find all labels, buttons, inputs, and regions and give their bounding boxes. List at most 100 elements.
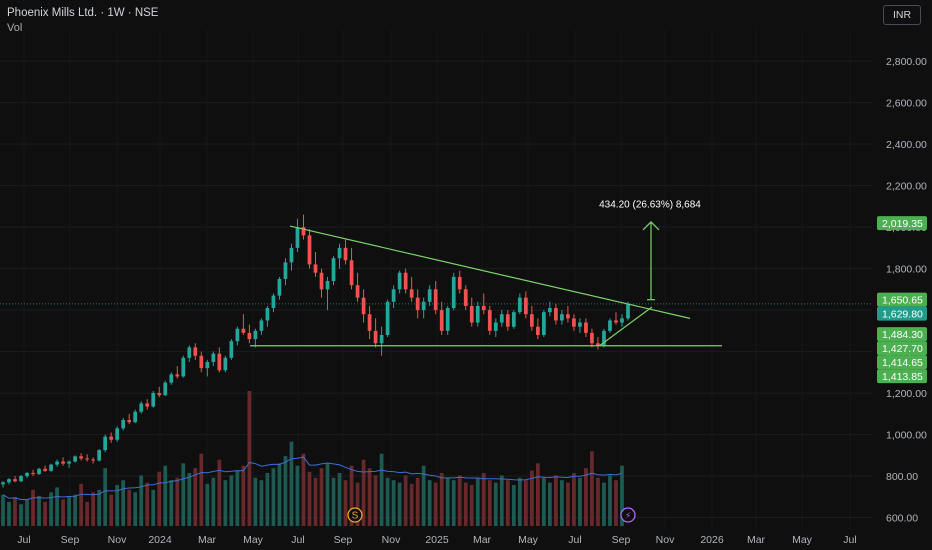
candle-body — [337, 247, 342, 259]
candle-body — [602, 330, 606, 346]
candle-body — [475, 305, 480, 323]
x-tick-label: 2025 — [425, 534, 449, 546]
volume-bar — [301, 453, 306, 526]
candle-body — [343, 247, 348, 261]
candle-body — [265, 308, 270, 321]
candle-body — [247, 332, 252, 340]
x-tick-label: Jul — [291, 534, 304, 546]
candle-body — [127, 420, 132, 423]
candle-body — [193, 347, 198, 356]
candle-body — [349, 260, 354, 286]
chart-header: Phoenix Mills Ltd. · 1W · NSE Vol — [7, 6, 158, 36]
breakout-line[interactable] — [599, 306, 653, 346]
volume-bar — [331, 477, 336, 526]
candle-body — [43, 468, 47, 471]
volume-bar — [517, 477, 522, 526]
volume-bar — [253, 477, 258, 526]
candle-body — [548, 308, 552, 313]
volume-bar — [193, 468, 198, 526]
volume-bar — [79, 483, 83, 526]
volume-bar — [139, 475, 144, 526]
candle-body — [499, 314, 504, 323]
candle-body — [451, 276, 456, 309]
volume-indicator-label[interactable]: Vol — [7, 22, 23, 34]
volume-bar — [211, 477, 216, 526]
symbol-line[interactable]: Phoenix Mills Ltd. · 1W · NSE — [7, 7, 159, 19]
volume-bar — [397, 482, 402, 526]
x-tick-label: Nov — [382, 534, 401, 546]
volume-bar — [277, 463, 282, 526]
candle-body — [614, 320, 618, 323]
volume-bar — [343, 480, 348, 526]
candle-body — [421, 301, 426, 311]
x-tick-label: May — [792, 534, 813, 546]
volume-bar — [175, 477, 180, 526]
volume-bar — [109, 494, 114, 526]
volume-bar — [289, 441, 294, 526]
volume-bar — [1, 494, 5, 526]
candle-body — [391, 289, 396, 302]
volume-bar — [223, 480, 228, 526]
currency-button[interactable]: INR — [883, 5, 921, 25]
volume-bar — [578, 477, 582, 526]
candle-body — [439, 310, 444, 331]
x-tick-label: Sep — [334, 534, 353, 546]
candle-body — [319, 272, 324, 290]
candle-body — [608, 320, 612, 331]
candle-body — [241, 328, 246, 333]
volume-bar — [97, 489, 102, 526]
volume-bar — [463, 482, 468, 526]
volume-bar — [187, 472, 192, 526]
volume-bar — [391, 480, 396, 526]
candle-body — [253, 330, 258, 340]
candle-body — [163, 382, 168, 396]
volume-bar — [145, 482, 150, 526]
candle-body — [554, 308, 558, 321]
volume-bar — [548, 482, 552, 526]
volume-bar — [596, 477, 600, 526]
volume-bar — [37, 495, 41, 526]
candle-body — [427, 289, 432, 302]
candle-body — [181, 357, 186, 377]
candle-body — [289, 247, 294, 263]
volume-bar — [590, 451, 594, 526]
candle-body — [277, 278, 282, 296]
candle-body — [223, 357, 228, 371]
candle-body — [403, 272, 408, 290]
volume-bar — [337, 472, 342, 526]
candle-body — [229, 341, 234, 358]
candle-body — [596, 343, 600, 346]
candle-body — [313, 264, 318, 273]
x-tick-label: 2026 — [700, 534, 724, 546]
price-label-box — [877, 369, 927, 384]
flash-event-icon[interactable] — [620, 507, 636, 523]
volume-bar — [199, 453, 204, 526]
candle-body — [1, 482, 5, 485]
volume-bar — [349, 465, 354, 526]
split-event-letter: S — [352, 511, 359, 522]
price-label-box — [877, 327, 927, 342]
volume-bar — [127, 489, 132, 526]
candle-body — [355, 285, 360, 298]
volume-bar — [620, 465, 624, 526]
price-label: 1,413.85 — [882, 371, 923, 383]
split-event-marker[interactable] — [347, 507, 363, 523]
upper-trendline[interactable] — [289, 225, 691, 319]
x-tick-label: Jul — [843, 534, 856, 546]
volume-bar — [91, 492, 96, 526]
y-tick-label: 800.00 — [886, 471, 918, 483]
volume-bar — [608, 475, 612, 526]
candle-body — [31, 472, 35, 474]
candle-body — [517, 297, 522, 313]
candle-body — [505, 314, 510, 327]
volume-bar — [427, 480, 432, 526]
volume-bar — [85, 501, 89, 526]
candle-body — [529, 314, 534, 327]
price-label-box — [877, 216, 927, 231]
candle-body — [283, 262, 288, 279]
volume-bar — [566, 482, 570, 526]
y-tick-label: 1,000.00 — [886, 430, 927, 442]
x-tick-label: May — [243, 534, 264, 546]
